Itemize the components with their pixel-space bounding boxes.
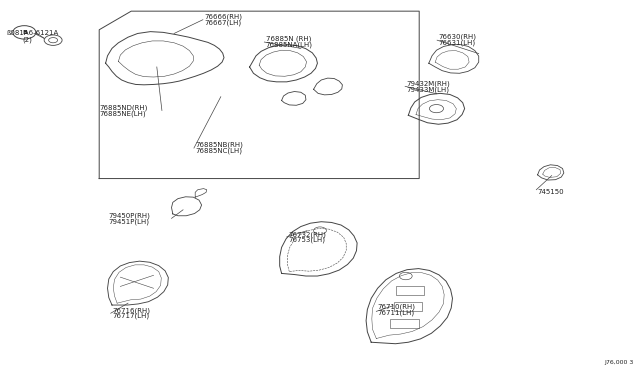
Text: 76885NC(LH): 76885NC(LH) — [195, 147, 242, 154]
Text: 76667(LH): 76667(LH) — [205, 19, 242, 26]
Text: 76885NB(RH): 76885NB(RH) — [195, 142, 243, 148]
Text: B: B — [22, 30, 27, 35]
Text: 76631(LH): 76631(LH) — [438, 39, 476, 46]
Text: ß081A6-6121A: ß081A6-6121A — [6, 31, 59, 36]
Text: 76732(RH): 76732(RH) — [288, 231, 326, 238]
Text: 76716(RH): 76716(RH) — [112, 307, 150, 314]
Text: 76753(LH): 76753(LH) — [288, 237, 325, 243]
Text: 745150: 745150 — [538, 189, 564, 195]
Text: 76885ND(RH): 76885ND(RH) — [99, 105, 148, 111]
Text: 76710(RH): 76710(RH) — [378, 304, 415, 310]
Text: 79433M(LH): 79433M(LH) — [406, 86, 449, 93]
Text: 76630(RH): 76630(RH) — [438, 34, 476, 41]
Text: 76885N (RH): 76885N (RH) — [266, 36, 311, 42]
Text: 76711(LH): 76711(LH) — [378, 309, 415, 316]
Text: 76885NE(LH): 76885NE(LH) — [99, 110, 146, 117]
Text: 79450P(RH): 79450P(RH) — [109, 212, 150, 219]
Text: (2): (2) — [22, 36, 32, 43]
Text: 76885NA(LH): 76885NA(LH) — [266, 41, 312, 48]
Text: J76,000 3: J76,000 3 — [604, 360, 634, 365]
Text: 79451P(LH): 79451P(LH) — [109, 218, 150, 225]
Text: 79432M(RH): 79432M(RH) — [406, 80, 450, 87]
Text: 76666(RH): 76666(RH) — [205, 13, 243, 20]
Text: 76717(LH): 76717(LH) — [112, 313, 149, 320]
